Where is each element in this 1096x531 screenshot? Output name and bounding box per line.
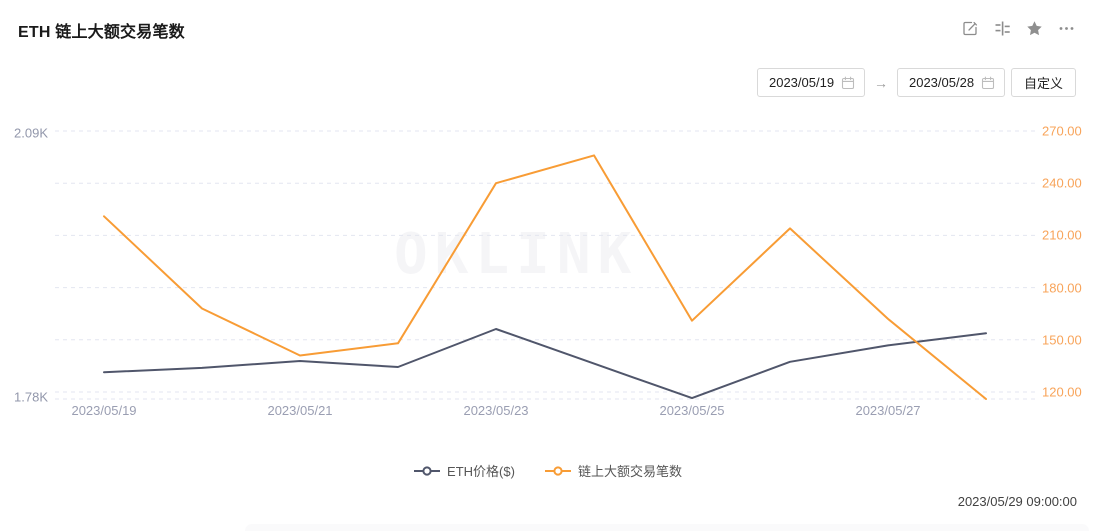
date-range-toolbar: 2023/05/19 → 2023/05/28 自定义 xyxy=(756,68,1076,97)
indicator-compare-icon[interactable] xyxy=(994,20,1011,37)
y-axis-right-tick: 180.00 xyxy=(1042,280,1082,296)
page-title: ETH 链上大额交易笔数 xyxy=(18,24,185,41)
y-axis-left-tick: 1.78K xyxy=(14,389,48,405)
legend-marker-icon xyxy=(414,465,441,476)
x-axis-tick: 2023/05/19 xyxy=(71,403,137,418)
oklink-watermark: OKLINK xyxy=(394,222,639,287)
more-icon[interactable] xyxy=(1058,20,1075,37)
header-icon-toolbar xyxy=(962,20,1075,37)
next-panel-edge xyxy=(245,524,1089,531)
x-axis-tick: 2023/05/23 xyxy=(463,403,529,418)
calendar-icon xyxy=(981,76,995,89)
legend-item[interactable]: 链上大额交易笔数 xyxy=(544,461,682,480)
y-axis-left-tick: 2.09K xyxy=(14,125,48,141)
legend-label: 链上大额交易笔数 xyxy=(577,464,682,479)
x-axis-tick: 2023/05/21 xyxy=(267,403,333,418)
legend-marker-icon xyxy=(544,465,571,476)
y-axis-right-tick: 270.00 xyxy=(1042,123,1082,139)
calendar-icon xyxy=(841,76,855,89)
custom-range-button[interactable]: 自定义 xyxy=(1010,68,1076,97)
y-axis-right-tick: 240.00 xyxy=(1042,175,1082,191)
series-line-tx-count xyxy=(103,154,987,400)
start-date-value: 2023/05/19 xyxy=(768,75,835,90)
last-updated-timestamp: 2023/05/29 09:00:00 xyxy=(957,494,1077,509)
x-axis-tick: 2023/05/25 xyxy=(659,403,725,418)
edit-share-icon[interactable] xyxy=(962,20,979,37)
legend-label: ETH价格($) xyxy=(447,464,515,479)
y-axis-right-tick: 210.00 xyxy=(1042,227,1082,243)
x-axis-tick: 2023/05/27 xyxy=(855,403,921,418)
y-axis-right-tick: 150.00 xyxy=(1042,332,1082,348)
y-axis-right-tick: 120.00 xyxy=(1042,384,1082,400)
date-range-arrow-icon: → xyxy=(873,74,888,91)
series-line-eth-price xyxy=(103,328,987,400)
legend-item[interactable]: ETH价格($) xyxy=(414,461,515,480)
start-date-input[interactable]: 2023/05/19 xyxy=(756,68,865,97)
chart-legend: ETH价格($) 链上大额交易笔数 xyxy=(0,461,1096,480)
end-date-value: 2023/05/28 xyxy=(908,75,975,90)
favorite-star-icon[interactable] xyxy=(1026,20,1043,37)
end-date-input[interactable]: 2023/05/28 xyxy=(896,68,1005,97)
